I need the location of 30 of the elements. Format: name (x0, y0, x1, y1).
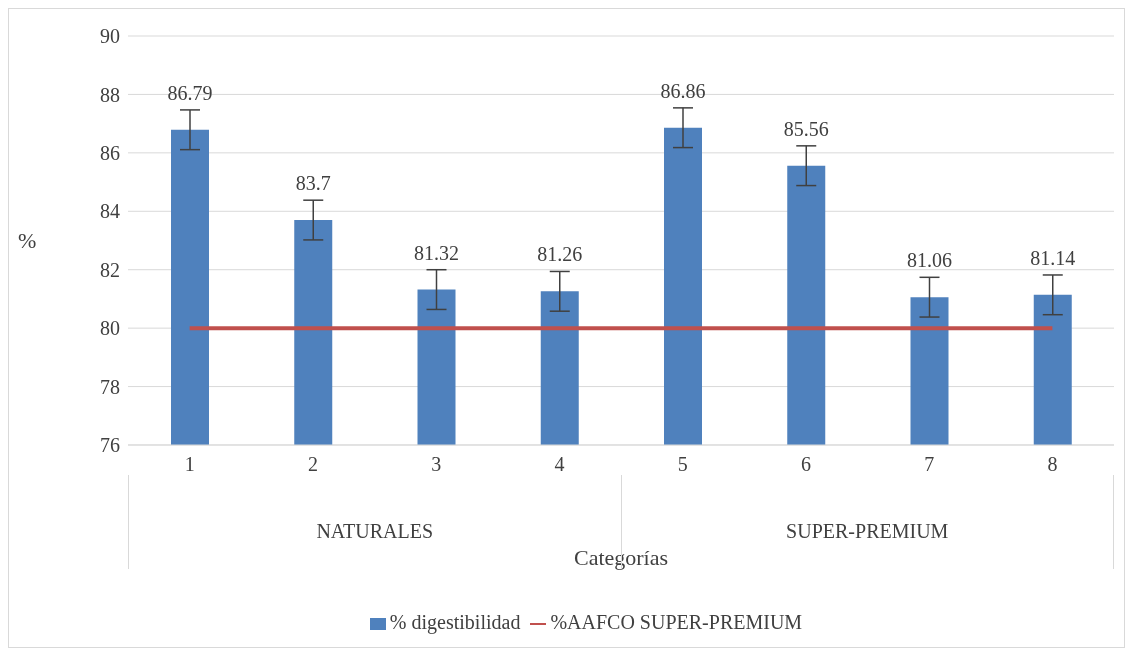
y-tick-label: 84 (100, 200, 120, 223)
data-label: 81.26 (537, 243, 583, 266)
y-tick-label: 80 (100, 317, 120, 340)
text: NATURALES (316, 520, 434, 543)
x-tick-label: 2 (307, 453, 318, 476)
y-tick-label: 88 (100, 83, 120, 106)
data-label: 81.06 (907, 249, 952, 272)
data-label: 81.14 (1030, 246, 1076, 269)
data-label: 86.79 (167, 81, 213, 104)
data-label: 83.7 (295, 172, 331, 195)
y-axis-title: % (18, 228, 37, 254)
y-tick-label: 86 (100, 141, 120, 164)
data-label: 85.56 (783, 117, 829, 140)
x-axis-title: Categorías (573, 545, 669, 570)
y-tick-label: 90 (100, 25, 120, 48)
x-tick-label: 4 (554, 453, 565, 476)
x-tick-label: 7 (924, 453, 935, 476)
x-tick-label: 1 (184, 453, 195, 476)
x-tick-label: 3 (431, 453, 442, 476)
y-tick-label: 76 (100, 434, 120, 457)
y-tick-label: 78 (100, 375, 120, 398)
legend-label: %AAFCO SUPER-PREMIUM (550, 611, 803, 633)
x-tick-label: 8 (1047, 453, 1058, 476)
y-tick-label: 82 (100, 258, 120, 281)
x-tick-label: 5 (677, 453, 688, 476)
legend-label: % digestibilidad (389, 611, 521, 633)
data-label: 86.86 (660, 79, 706, 102)
text: SUPER-PREMIUM (786, 520, 949, 543)
x-tick-label: 6 (800, 453, 811, 476)
data-label: 81.32 (414, 241, 459, 264)
